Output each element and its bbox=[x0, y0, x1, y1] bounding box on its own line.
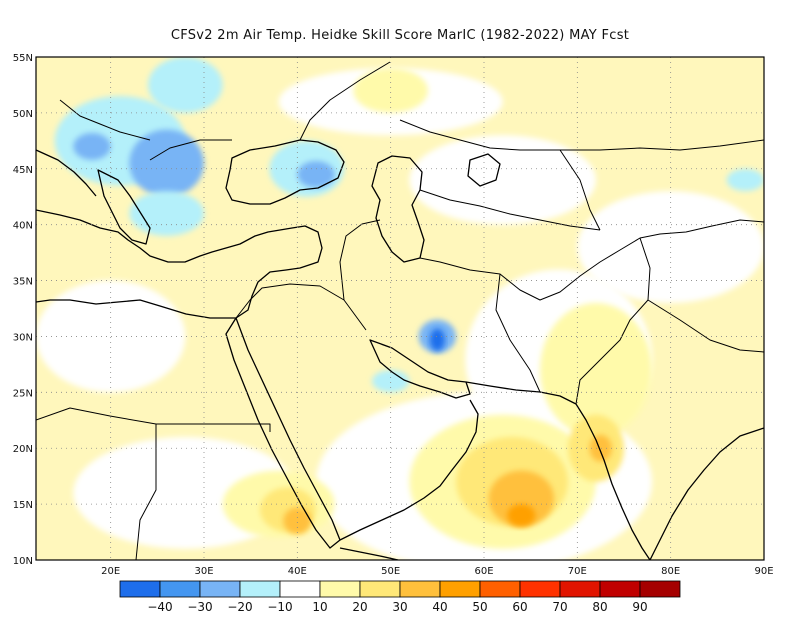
red-sea-coastline bbox=[225, 317, 341, 549]
score-region-10 bbox=[409, 135, 596, 225]
lon-tick-label: 40E bbox=[288, 566, 307, 577]
score-region--10 bbox=[372, 369, 410, 393]
colorbar-label: 60 bbox=[512, 600, 527, 614]
india-east-coastline bbox=[649, 427, 764, 560]
score-region-10 bbox=[36, 280, 186, 393]
colorbar-label: −40 bbox=[147, 600, 172, 614]
colorbar-label: −30 bbox=[187, 600, 212, 614]
lat-tick-label: 50N bbox=[13, 109, 33, 120]
iran-pakistan-coastline bbox=[465, 381, 651, 560]
colorbar-label: 40 bbox=[432, 600, 447, 614]
colorbar-swatch bbox=[119, 580, 161, 598]
coastline-layer bbox=[36, 61, 764, 560]
colorbar-swatch bbox=[399, 580, 441, 598]
lat-tick-label: 15N bbox=[13, 500, 33, 511]
lon-tick-label: 70E bbox=[568, 566, 587, 577]
score-region--20 bbox=[73, 133, 111, 160]
colorbar-swatch bbox=[599, 580, 641, 598]
colorbar-label: 50 bbox=[472, 600, 487, 614]
score-region-20 bbox=[353, 68, 428, 113]
greece-coastline bbox=[97, 169, 151, 245]
lat-tick-label: 55N bbox=[13, 53, 33, 64]
lat-tick-label: 40N bbox=[13, 221, 33, 232]
black-sea-coastline bbox=[225, 139, 345, 205]
score-region-20 bbox=[540, 302, 652, 438]
colorbar-swatch bbox=[439, 580, 481, 598]
score-region-40 bbox=[589, 434, 612, 462]
colorbar-label: 90 bbox=[632, 600, 647, 614]
lat-tick-label: 30N bbox=[13, 332, 33, 343]
colorbar-label: 20 bbox=[352, 600, 367, 614]
mediterranean-coastline bbox=[36, 209, 323, 319]
lat-tick-label: 20N bbox=[13, 444, 33, 455]
lon-tick-label: 30E bbox=[194, 566, 213, 577]
lon-tick-label: 20E bbox=[101, 566, 120, 577]
score-region-50 bbox=[507, 504, 536, 527]
gulf-of-aden-coastline bbox=[339, 547, 399, 560]
colorbar-label: −20 bbox=[227, 600, 252, 614]
colorbar-label: 30 bbox=[392, 600, 407, 614]
caspian-sea-coastline bbox=[371, 155, 425, 263]
colorbar-swatch bbox=[279, 580, 321, 598]
lon-tick-label: 60E bbox=[474, 566, 493, 577]
score-region--10 bbox=[148, 57, 223, 113]
persian-gulf-coastline bbox=[369, 339, 471, 399]
colorbar-swatch bbox=[199, 580, 241, 598]
colorbar-swatch bbox=[359, 580, 401, 598]
lat-tick-label: 35N bbox=[13, 277, 33, 288]
score-region--10 bbox=[726, 168, 764, 192]
lon-tick-label: 90E bbox=[754, 566, 773, 577]
lat-tick-label: 25N bbox=[13, 388, 33, 399]
aral-sea-coastline bbox=[467, 153, 501, 187]
colorbar-label: −10 bbox=[267, 600, 292, 614]
colorbar-swatch bbox=[479, 580, 521, 598]
lat-tick-label: 10N bbox=[13, 556, 33, 567]
arabia-south-coastline bbox=[339, 399, 479, 541]
country-borders bbox=[36, 61, 764, 560]
score-region--40 bbox=[429, 328, 445, 351]
colorbar: −40 −30 −20 −10 10 20 30 40 50 60 70 80 90 bbox=[119, 580, 681, 614]
map-frame bbox=[35, 56, 765, 561]
chart-title: CFSv2 2m Air Temp. Heidke Skill Score Ma… bbox=[170, 28, 630, 43]
colorbar-swatch bbox=[239, 580, 281, 598]
score-region-40 bbox=[488, 470, 554, 527]
score-region--20 bbox=[129, 129, 204, 197]
colorbar-label: 10 bbox=[312, 600, 327, 614]
adriatic-coastline bbox=[36, 149, 97, 197]
score-region--20 bbox=[297, 160, 335, 188]
axis-labels: 55N 50N 45N 40N 35N 30N 25N 20N 15N 10N 20E 30E 40E 5… bbox=[13, 53, 774, 577]
colorbar-swatch bbox=[559, 580, 601, 598]
lat-tick-label: 45N bbox=[13, 165, 33, 176]
lon-tick-label: 80E bbox=[661, 566, 680, 577]
score-region-40 bbox=[283, 507, 312, 535]
lon-tick-label: 50E bbox=[381, 566, 400, 577]
colorbar-label: 70 bbox=[552, 600, 567, 614]
colorbar-swatch bbox=[159, 580, 201, 598]
colorbar-swatch bbox=[519, 580, 561, 598]
colorbar-swatch bbox=[639, 580, 681, 598]
colorbar-swatch bbox=[319, 580, 361, 598]
colorbar-label: 80 bbox=[592, 600, 607, 614]
